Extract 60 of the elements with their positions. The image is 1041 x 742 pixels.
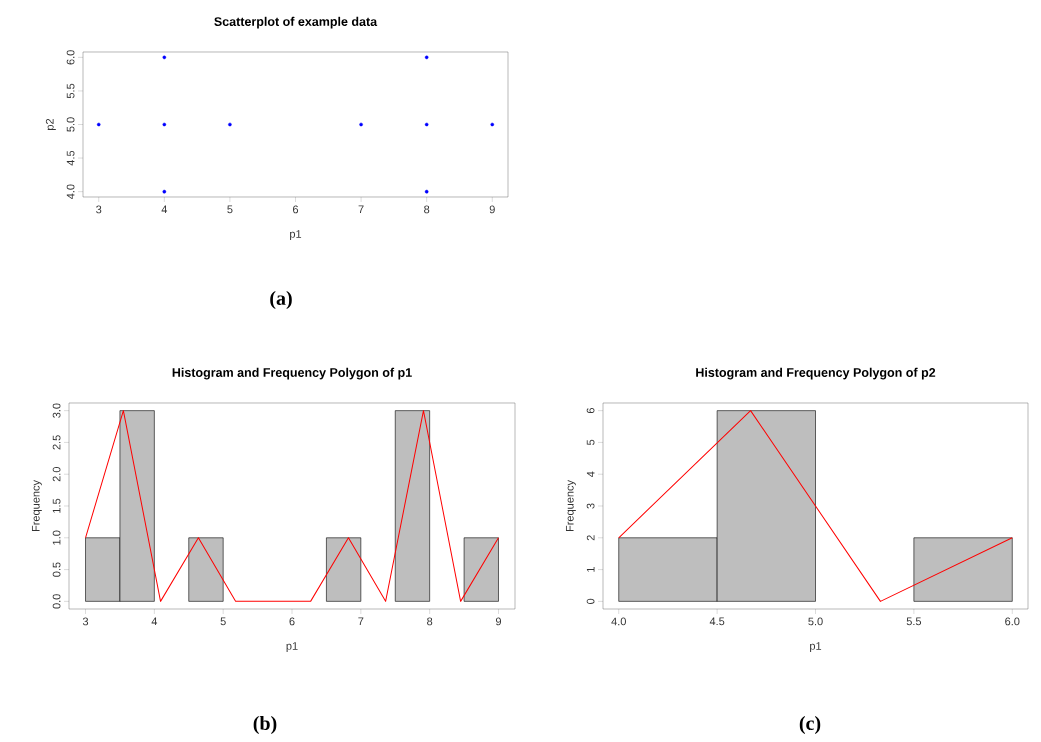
point bbox=[162, 55, 167, 60]
chart-title: Histogram and Frequency Polygon of p2 bbox=[696, 367, 936, 380]
y-tick-label: 5.0 bbox=[66, 117, 75, 132]
y-tick-label: 0 bbox=[586, 598, 595, 605]
point bbox=[424, 189, 429, 194]
x-tick-label: 3 bbox=[96, 205, 102, 214]
y-tick-label: 2 bbox=[586, 535, 595, 541]
x-tick-label: 4.0 bbox=[611, 617, 626, 626]
y-axis-title: p2 bbox=[45, 118, 56, 130]
text: (b) bbox=[253, 715, 277, 735]
y-tick-label: 6 bbox=[586, 408, 595, 414]
x-tick-label: 5.5 bbox=[906, 617, 922, 626]
y-axis-title: Frequency bbox=[565, 480, 576, 532]
x-axis-title: p1 bbox=[290, 230, 302, 241]
x-tick-label: 5.0 bbox=[808, 617, 823, 626]
point bbox=[96, 122, 101, 127]
y-tick-label: 6.0 bbox=[66, 50, 75, 65]
point bbox=[162, 189, 167, 194]
x-tick-label: 8 bbox=[427, 617, 433, 626]
x-tick-label: 6.0 bbox=[1005, 617, 1020, 626]
x-tick-label: 5 bbox=[227, 205, 233, 214]
x-tick-label: 7 bbox=[358, 617, 364, 626]
y-tick-label: 3.0 bbox=[52, 403, 61, 418]
x-tick-label: 4 bbox=[151, 617, 158, 626]
y-tick-label: 2.0 bbox=[52, 467, 61, 482]
x-tick-label: 5 bbox=[220, 617, 226, 626]
x-tick-label: 8 bbox=[424, 205, 430, 214]
y-axis-title: Frequency bbox=[31, 480, 42, 532]
text: (c) bbox=[799, 715, 821, 735]
point bbox=[424, 55, 429, 60]
x-tick-label: 3 bbox=[82, 617, 89, 626]
x-tick-label: 7 bbox=[358, 205, 364, 214]
x-tick-label: 9 bbox=[489, 205, 495, 214]
y-tick-label: 1.5 bbox=[52, 498, 61, 513]
x-tick-label: 4 bbox=[161, 205, 168, 214]
x-axis-title: p1 bbox=[286, 642, 298, 653]
y-tick-label: 5 bbox=[586, 439, 595, 446]
x-tick-label: 9 bbox=[495, 617, 502, 626]
y-tick-label: 1 bbox=[586, 567, 595, 572]
point bbox=[228, 122, 232, 127]
point bbox=[162, 122, 167, 127]
y-tick-label: 0.0 bbox=[52, 594, 61, 609]
x-tick-label: 6 bbox=[293, 205, 299, 214]
y-tick-label: 5.5 bbox=[66, 83, 75, 99]
x-tick-label: 6 bbox=[289, 617, 295, 626]
y-tick-label: 2.5 bbox=[52, 435, 61, 450]
point bbox=[424, 122, 429, 127]
y-tick-label: 3 bbox=[586, 503, 595, 509]
y-tick-label: 1.0 bbox=[52, 530, 61, 545]
chart-title: Scatterplot of example data bbox=[214, 16, 378, 29]
x-tick-label: 4.5 bbox=[709, 617, 725, 626]
chart-title: Histogram and Frequency Polygon of p1 bbox=[172, 367, 412, 380]
text: (a) bbox=[270, 290, 292, 310]
y-tick-label: 4.0 bbox=[66, 184, 75, 200]
x-axis-title: p1 bbox=[810, 642, 822, 653]
y-tick-label: 0.5 bbox=[52, 562, 61, 577]
y-tick-label: 4 bbox=[586, 471, 595, 478]
point bbox=[359, 122, 363, 127]
y-tick-label: 4.5 bbox=[66, 150, 75, 166]
point bbox=[490, 122, 495, 127]
